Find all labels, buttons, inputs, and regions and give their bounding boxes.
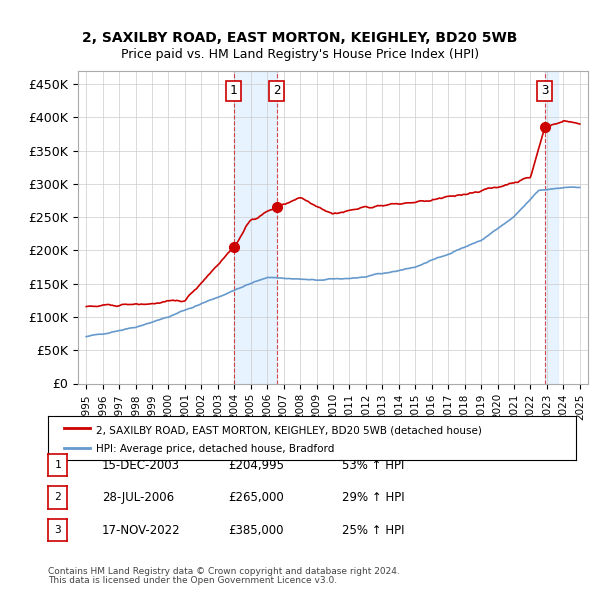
Text: 17-NOV-2022: 17-NOV-2022 [102, 524, 181, 537]
Text: 2: 2 [54, 493, 61, 502]
Text: 3: 3 [541, 84, 548, 97]
Text: £385,000: £385,000 [228, 524, 284, 537]
Text: Contains HM Land Registry data © Crown copyright and database right 2024.: Contains HM Land Registry data © Crown c… [48, 566, 400, 576]
Text: Price paid vs. HM Land Registry's House Price Index (HPI): Price paid vs. HM Land Registry's House … [121, 48, 479, 61]
Bar [545, 71, 558, 384]
Text: 15-DEC-2003: 15-DEC-2003 [102, 459, 180, 472]
Text: 53% ↑ HPI: 53% ↑ HPI [342, 459, 404, 472]
Text: 2: 2 [273, 84, 280, 97]
Text: 25% ↑ HPI: 25% ↑ HPI [342, 524, 404, 537]
Text: 29% ↑ HPI: 29% ↑ HPI [342, 491, 404, 504]
Text: £265,000: £265,000 [228, 491, 284, 504]
Text: HPI: Average price, detached house, Bradford: HPI: Average price, detached house, Brad… [95, 444, 334, 454]
Text: 28-JUL-2006: 28-JUL-2006 [102, 491, 174, 504]
Text: 1: 1 [230, 84, 238, 97]
Text: 2, SAXILBY ROAD, EAST MORTON, KEIGHLEY, BD20 5WB: 2, SAXILBY ROAD, EAST MORTON, KEIGHLEY, … [82, 31, 518, 45]
Bar [233, 71, 277, 384]
Text: £204,995: £204,995 [228, 459, 284, 472]
Text: This data is licensed under the Open Government Licence v3.0.: This data is licensed under the Open Gov… [48, 576, 337, 585]
Text: 2, SAXILBY ROAD, EAST MORTON, KEIGHLEY, BD20 5WB (detached house): 2, SAXILBY ROAD, EAST MORTON, KEIGHLEY, … [95, 425, 481, 435]
Text: 1: 1 [54, 460, 61, 470]
Text: 3: 3 [54, 525, 61, 535]
